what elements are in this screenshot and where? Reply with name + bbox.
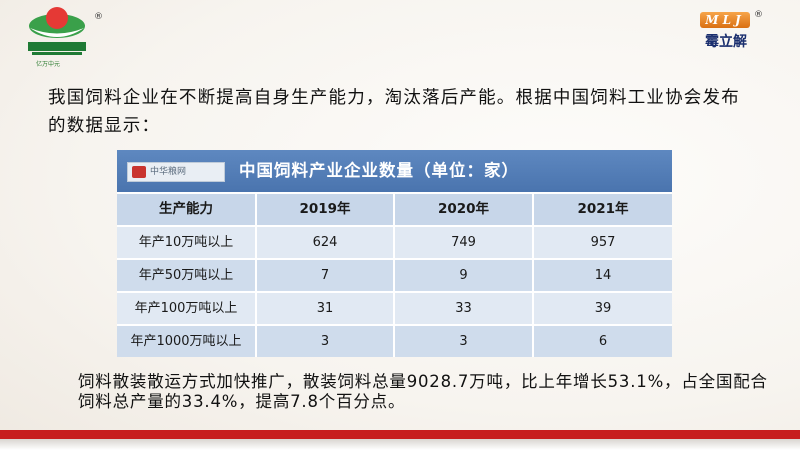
table-cell: 39 [594,301,612,316]
table-cell: 957 [590,235,616,250]
table-cell: 年产50万吨以上 [117,260,257,291]
registered-mark: ® [754,10,763,20]
source-logo: 中华粮网 [127,162,225,182]
table-cell: 年产10万吨以上 [117,227,257,258]
trillion-logo-icon [28,7,86,55]
footer-shadow [0,439,800,450]
table-cell: 3 [395,326,534,357]
table-cell: 年产1000万吨以上 [117,326,257,357]
table-row: 年产1000万吨以上 3 3 6 [117,324,672,357]
table-title-bar: 中华粮网 中国饲料产业企业数量（单位：家） [117,150,672,192]
source-logo-label: 中华粮网 [150,167,187,177]
table-cell: 749 [395,227,534,258]
footer-accent-bar [0,430,800,439]
company-name-caption: 亿万中元 [36,61,61,68]
header-cell: 2021年 [577,201,629,217]
table-header-row: 生产能力 2019年 2020年 2021年 [117,192,672,225]
table-cell: 9 [395,260,534,291]
source-logo-icon [132,166,146,178]
brand-name: 霉立解 [705,34,747,50]
header-cell: 生产能力 [117,194,257,225]
header-cell: 2020年 [395,194,534,225]
brand-logo-right: MLJ ® 霉立解 [696,10,763,56]
table-cell: 7 [257,260,395,291]
table-cell: 624 [257,227,395,258]
table-cell: 33 [395,293,534,324]
table-title: 中国饲料产业企业数量（单位：家） [239,161,519,180]
enterprise-count-table: 生产能力 2019年 2020年 2021年 年产10万吨以上 624 749 … [117,192,672,357]
table-cell: 31 [257,293,395,324]
summary-paragraph: 饲料散装散运方式加快推广，散装饲料总量9028.7万吨，比上年增长53.1%，占… [78,372,768,411]
header-cell: 2019年 [257,194,395,225]
table-cell: 年产100万吨以上 [117,293,257,324]
mlj-badge: MLJ [700,12,750,28]
table-row: 年产10万吨以上 624 749 957 [117,225,672,258]
intro-paragraph: 我国饲料企业在不断提高自身生产能力，淘汰落后产能。根据中国饲料工业协会发布的数据… [48,88,740,136]
table-cell: 3 [257,326,395,357]
company-logo-left: ® 亿万中元 [22,6,103,68]
table-row: 年产100万吨以上 31 33 39 [117,291,672,324]
table-row: 年产50万吨以上 7 9 14 [117,258,672,291]
registered-mark: ® [94,12,103,22]
table-cell: 6 [598,334,608,349]
table-cell: 14 [594,268,612,283]
